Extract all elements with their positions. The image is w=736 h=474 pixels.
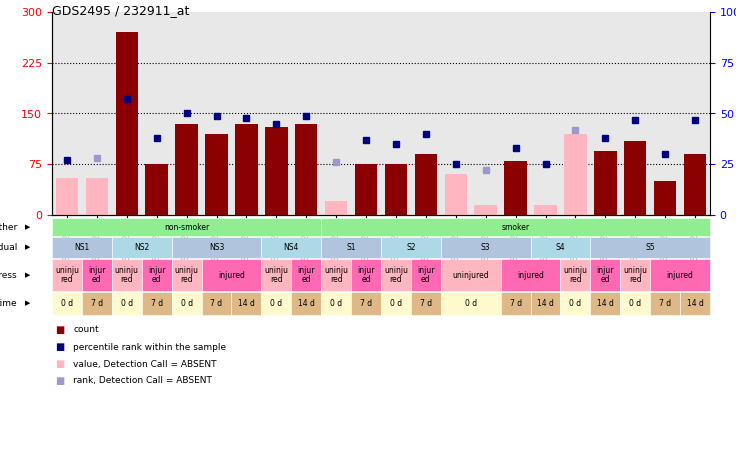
Text: ▶: ▶: [25, 224, 30, 230]
Text: time: time: [0, 299, 18, 308]
Text: injured: injured: [667, 271, 693, 280]
Text: uninju
red: uninju red: [115, 266, 139, 283]
Text: injured: injured: [517, 271, 544, 280]
Text: ■: ■: [55, 376, 64, 386]
Text: injur
ed: injur ed: [88, 266, 105, 283]
Bar: [565, 134, 587, 215]
Bar: [85, 178, 108, 215]
Bar: [594, 151, 617, 215]
Bar: [205, 134, 227, 215]
Text: 0 d: 0 d: [121, 299, 132, 308]
Text: uninju
red: uninju red: [324, 266, 348, 283]
Text: ▶: ▶: [25, 301, 30, 307]
Text: uninju
red: uninju red: [55, 266, 79, 283]
Bar: [236, 124, 258, 215]
Text: uninju
red: uninju red: [623, 266, 647, 283]
Text: smoker: smoker: [501, 222, 530, 231]
Bar: [265, 127, 288, 215]
Bar: [325, 201, 347, 215]
Text: percentile rank within the sample: percentile rank within the sample: [74, 343, 227, 352]
Bar: [385, 164, 407, 215]
Text: individual: individual: [0, 243, 18, 252]
Bar: [654, 181, 676, 215]
Text: uninju
red: uninju red: [174, 266, 199, 283]
Text: 14 d: 14 d: [537, 299, 554, 308]
Text: NS4: NS4: [283, 243, 299, 252]
Text: uninju
red: uninju red: [384, 266, 408, 283]
Text: S1: S1: [347, 243, 355, 252]
Text: injur
ed: injur ed: [148, 266, 166, 283]
Text: 0 d: 0 d: [180, 299, 193, 308]
Bar: [295, 124, 317, 215]
Text: 7 d: 7 d: [420, 299, 432, 308]
Text: 0 d: 0 d: [390, 299, 402, 308]
Text: injur
ed: injur ed: [357, 266, 375, 283]
Text: 14 d: 14 d: [238, 299, 255, 308]
Bar: [475, 205, 497, 215]
Text: ■: ■: [55, 325, 64, 335]
Text: 14 d: 14 d: [687, 299, 704, 308]
Bar: [445, 174, 467, 215]
Text: 14 d: 14 d: [298, 299, 315, 308]
Text: NS1: NS1: [74, 243, 90, 252]
Bar: [624, 141, 646, 215]
Text: 0 d: 0 d: [464, 299, 477, 308]
Text: 0 d: 0 d: [61, 299, 73, 308]
Text: 0 d: 0 d: [270, 299, 283, 308]
Text: NS2: NS2: [134, 243, 149, 252]
Text: uninju
red: uninju red: [564, 266, 587, 283]
Bar: [534, 205, 556, 215]
Text: S2: S2: [406, 243, 416, 252]
Text: injur
ed: injur ed: [297, 266, 315, 283]
Text: S4: S4: [556, 243, 565, 252]
Text: injur
ed: injur ed: [417, 266, 435, 283]
Text: ■: ■: [55, 359, 64, 369]
Bar: [146, 164, 168, 215]
Text: 0 d: 0 d: [570, 299, 581, 308]
Text: GDS2495 / 232911_at: GDS2495 / 232911_at: [52, 4, 189, 17]
Text: 0 d: 0 d: [629, 299, 641, 308]
Text: 7 d: 7 d: [151, 299, 163, 308]
Text: S3: S3: [481, 243, 490, 252]
Text: 7 d: 7 d: [509, 299, 522, 308]
Text: ▶: ▶: [25, 245, 30, 250]
Bar: [504, 161, 527, 215]
Text: 0 d: 0 d: [330, 299, 342, 308]
Text: rank, Detection Call = ABSENT: rank, Detection Call = ABSENT: [74, 376, 212, 385]
Bar: [175, 124, 198, 215]
Text: ■: ■: [55, 342, 64, 352]
Text: count: count: [74, 326, 99, 335]
Bar: [56, 178, 78, 215]
Text: injured: injured: [218, 271, 245, 280]
Text: stress: stress: [0, 271, 18, 280]
Text: S5: S5: [645, 243, 655, 252]
Bar: [116, 32, 138, 215]
Text: other: other: [0, 222, 18, 231]
Text: 7 d: 7 d: [210, 299, 222, 308]
Text: ▶: ▶: [25, 272, 30, 278]
Text: 7 d: 7 d: [91, 299, 103, 308]
Bar: [355, 164, 378, 215]
Text: uninju
red: uninju red: [264, 266, 289, 283]
Text: injur
ed: injur ed: [597, 266, 614, 283]
Text: non-smoker: non-smoker: [164, 222, 209, 231]
Text: value, Detection Call = ABSENT: value, Detection Call = ABSENT: [74, 359, 217, 368]
Text: 7 d: 7 d: [360, 299, 372, 308]
Text: NS3: NS3: [209, 243, 224, 252]
Text: 7 d: 7 d: [659, 299, 671, 308]
Text: uninjured: uninjured: [453, 271, 489, 280]
Bar: [684, 154, 707, 215]
Text: 14 d: 14 d: [597, 299, 614, 308]
Bar: [414, 154, 437, 215]
